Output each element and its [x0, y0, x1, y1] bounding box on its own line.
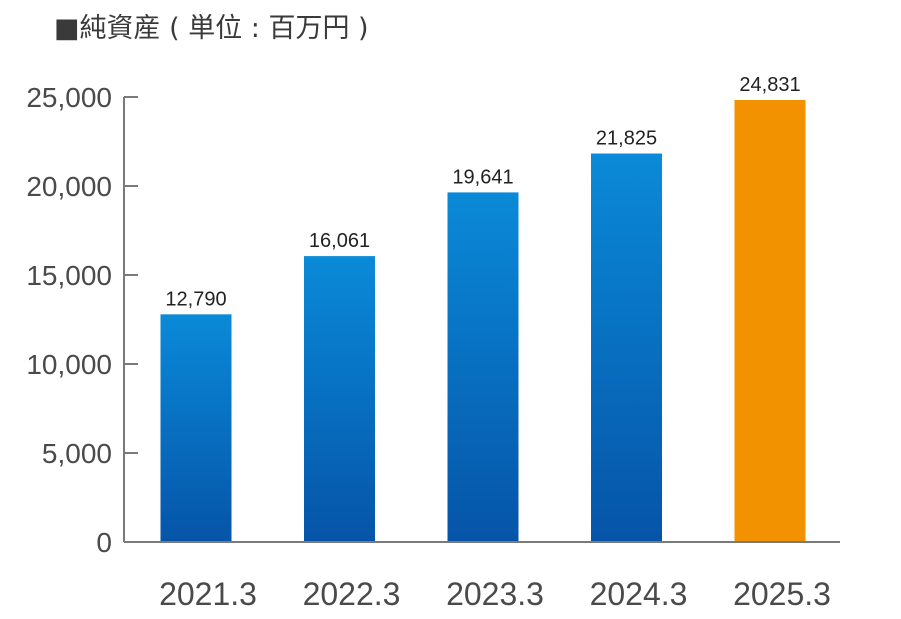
bar-2024.3 [591, 153, 662, 542]
chart-title: ■純資産 ( 単位 : 百万円 ) [54, 13, 369, 44]
bars: 12,790 16,061 19,641 21,825 24,831 [160, 74, 806, 542]
y-axis: 0 5,000 10,000 15,000 20,000 25,000 [26, 82, 138, 558]
bar-2021.3 [160, 314, 232, 542]
x-tick-label: 2021.3 [159, 576, 257, 612]
y-tick-label: 10,000 [26, 349, 112, 380]
data-label: 21,825 [596, 128, 657, 150]
bar-2022.3 [304, 256, 375, 542]
y-tick-label: 20,000 [26, 171, 112, 202]
y-tick-label: 5,000 [42, 438, 112, 469]
x-tick-label: 2023.3 [446, 576, 544, 612]
data-label: 16,061 [309, 230, 370, 252]
x-tick-label: 2022.3 [303, 576, 401, 612]
data-label: 12,790 [165, 288, 226, 310]
data-label: 24,831 [739, 74, 800, 96]
x-axis: 2021.3 2022.3 2023.3 2024.3 2025.3 [124, 541, 840, 612]
x-tick-label: 2024.3 [590, 576, 688, 612]
y-tick-label: 25,000 [26, 82, 112, 113]
data-label: 19,641 [452, 166, 513, 188]
x-tick-label: 2025.3 [733, 576, 831, 612]
y-tick-label: 0 [96, 527, 112, 558]
bar-2025.3 [734, 100, 806, 542]
y-tick-label: 15,000 [26, 260, 112, 291]
bar-2023.3 [447, 192, 519, 542]
